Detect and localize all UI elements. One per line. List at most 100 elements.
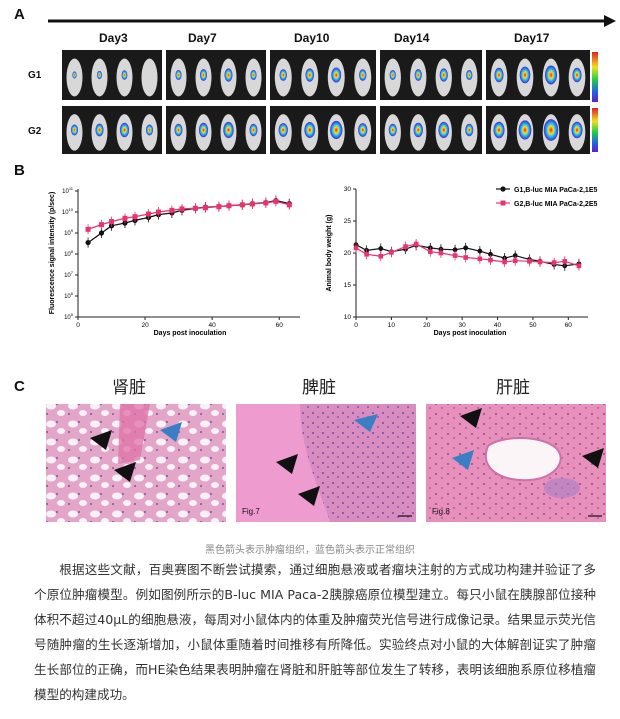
right-x-tick-label: 50 [529,322,537,329]
left-point-g2 [202,205,208,211]
left-series-line [87,199,290,244]
bioluminescence-signal [223,121,234,139]
bioluminescence-signal [466,69,473,81]
left-y-tick-label: 105 [64,312,74,321]
fig-label-7: Fig.7 [242,507,260,516]
legend-label-g1: G1,B-luc MIA PaCa-2,1E5 [514,187,597,194]
tumor-arrow-black [582,448,604,468]
bioluminescence-signal [95,123,104,137]
bioluminescence-signal [518,120,532,140]
left-x-tick-label: 40 [209,322,217,329]
left-x-tick-label: 20 [141,322,149,329]
right-point-g2 [364,251,369,257]
body-paragraph: 根据这些文献，百奥赛图不断尝试摸索，通过细胞悬液或者瘤块注射的方式成功构建并验证… [34,562,596,702]
left-point-g1 [85,239,91,246]
left-y-ticks: 1011 1010 109 108 107 106 105 [62,186,78,321]
left-point-g2 [155,209,161,215]
day-label-3: Day10 [294,31,330,45]
bioluminescence-signal [439,68,448,82]
right-point-g1 [512,253,518,258]
timeline-arrowhead [604,15,616,27]
right-y-ticks: 30 25 20 15 10 [344,186,356,321]
right-point-g2 [403,244,408,249]
bioluminescence-signal [331,67,342,83]
right-x-tick-label: 10 [388,322,396,329]
right-point-g2 [551,260,557,265]
bioluminescence-signal [250,69,257,81]
bioluminescence-signal [494,67,504,83]
left-y-tick-label: 109 [64,228,74,237]
right-x-tick-label: 40 [494,322,502,329]
bioluminescence-signal [121,70,128,80]
left-point-g2 [179,206,185,212]
right-point-g1 [488,251,493,257]
bioluminescence-signal [388,123,397,137]
fig-label-8: Fig.8 [432,507,450,516]
right-point-g2 [463,255,468,260]
bioluminescence-signal [330,120,343,140]
bioluminescence-signal [572,67,582,83]
left-y-tick-label: 106 [64,291,74,300]
left-point-g2 [249,201,255,207]
right-point-g1 [452,247,458,253]
bioluminescence-signal [413,122,423,138]
legend: G1,B-luc MIA PaCa-2,1E5 G2,B-luc MIA PaC… [496,186,597,208]
left-y-tick-label: 108 [64,249,74,258]
bioluminescence-signal [389,69,396,81]
bioluminescence-signal [519,66,531,84]
group-label-g2: G2 [28,126,42,137]
right-y-label: Animal body weight (g) [326,215,333,292]
right-point-g1 [463,245,469,251]
left-series-line [87,200,290,230]
mouse-silhouette [141,58,158,97]
left-point-g2 [226,203,232,209]
bioluminescence-signal [543,119,559,141]
right-point-g2 [562,259,568,264]
right-y-tick-label: 15 [344,282,352,289]
bioluminescence-signal [493,121,505,139]
left-point-g2 [192,205,198,211]
right-y-tick-label: 25 [344,218,352,225]
bioluminescence-signal [119,122,130,138]
left-x-tick-label: 0 [76,322,80,329]
right-point-g2 [527,259,532,264]
day-label-1: Day3 [99,31,128,45]
left-point-g2 [263,200,269,206]
normal-arrow-blue [160,422,182,442]
left-point-g2 [216,204,222,210]
right-point-g2 [452,253,458,258]
panel-c-histology: Fig.7 Fig.8 [46,404,606,522]
bioluminescence-signal [304,122,316,138]
day-label-4: Day14 [394,31,430,45]
bioluminescence-signal [175,69,182,81]
left-point-g2 [132,214,138,220]
organ-label-spleen: 脾脏 [302,378,336,398]
right-point-g1 [378,246,384,251]
right-series [353,239,582,271]
left-point-g2 [98,222,104,228]
right-x-tick-label: 30 [459,322,467,329]
right-point-g2 [413,241,419,247]
legend-marker-g2 [500,200,506,206]
right-y-tick-label: 20 [344,250,352,257]
imaging-grid [62,50,590,154]
right-x-tick-label: 0 [354,322,358,329]
bioluminescence-signal [359,69,367,81]
figure-caption: 黑色箭头表示肿瘤组织，蓝色箭头表示正常组织 [205,545,415,556]
right-point-g2 [428,249,433,255]
bioluminescence-signal [278,123,288,137]
right-point-g2 [477,256,483,262]
right-y-tick-label: 30 [344,186,352,193]
legend-marker-g1 [500,186,506,192]
right-point-g2 [537,259,543,265]
bioluminescence-signal [70,124,79,136]
left-point-g2 [286,202,292,208]
left-series [85,195,292,248]
right-point-g1 [477,248,483,254]
bioluminescence-signal [72,71,77,79]
left-point-g2 [273,198,279,204]
bioluminescence-signal [544,65,558,85]
histology-liver: Fig.8 [426,404,606,522]
bioluminescence-signal [224,68,233,82]
